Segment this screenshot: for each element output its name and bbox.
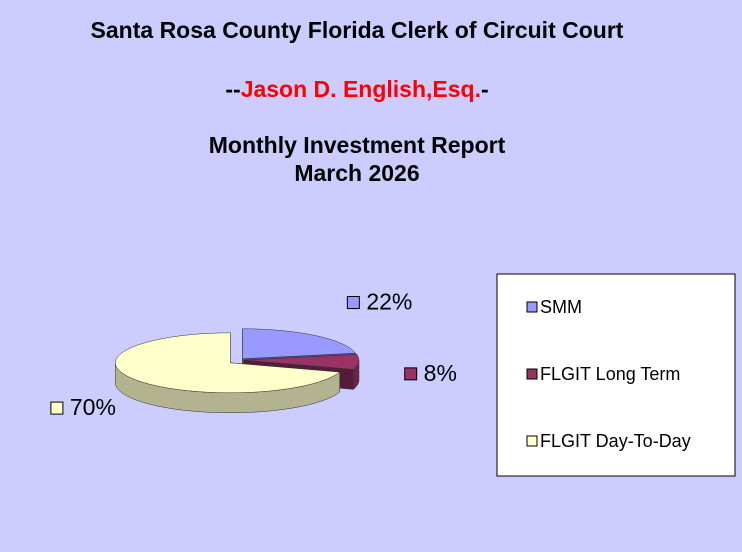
value-label: 8% xyxy=(424,360,457,386)
value-label: 22% xyxy=(366,289,412,315)
label-key xyxy=(404,367,418,381)
chart-title: Santa Rosa County Florida Clerk of Circu… xyxy=(90,17,624,43)
legend-swatch xyxy=(526,368,538,380)
label-key xyxy=(346,296,360,310)
pie-slice xyxy=(115,332,341,394)
title-prefix: -- xyxy=(225,76,241,102)
title-suffix: - xyxy=(480,76,489,102)
title-name: Jason D. English,Esq. xyxy=(240,76,481,102)
subtitle: Monthly Investment Report xyxy=(208,132,506,158)
legend-swatch xyxy=(526,435,538,447)
pie-slice xyxy=(243,354,360,370)
label-key xyxy=(50,401,64,415)
legend-swatch xyxy=(526,301,538,313)
subtitle: March 2026 xyxy=(294,160,420,186)
pie-slice xyxy=(242,328,356,360)
value-label: 70% xyxy=(70,394,116,420)
legend-label: SMM xyxy=(540,297,582,317)
legend-label: FLGIT Long Term xyxy=(540,364,680,384)
legend-label: FLGIT Day-To-Day xyxy=(540,431,691,451)
chart-title-line: --Jason D. English,Esq.- xyxy=(87,75,627,104)
